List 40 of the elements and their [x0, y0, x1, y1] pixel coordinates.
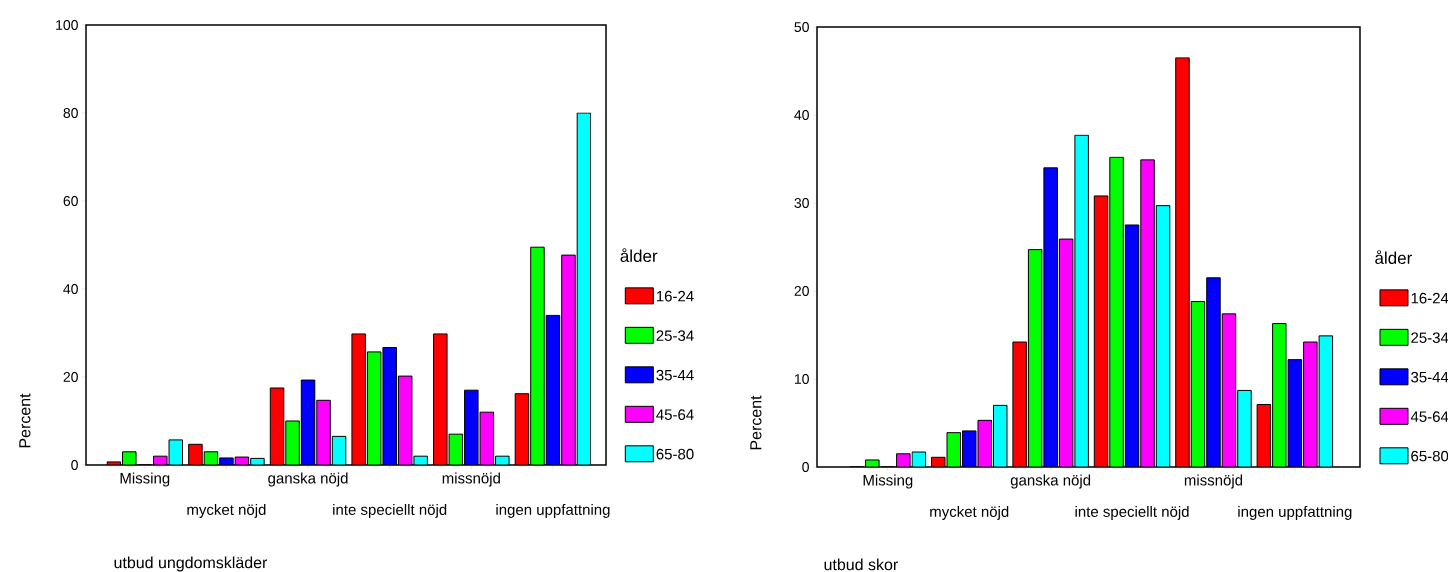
legend-label: 25-34	[1411, 332, 1448, 343]
legend-label: 16-24	[656, 290, 694, 302]
x-tick-label: inte speciellt nöjd	[1075, 505, 1189, 520]
legend-label: 16-24	[1411, 292, 1448, 304]
x-tick-label: Missing	[863, 474, 913, 489]
y-tick-label: 20	[63, 372, 78, 382]
x-tick-label: Missing	[120, 472, 170, 487]
x-tick-label: mycket nöjd	[930, 505, 1009, 520]
x-axis-title: utbud ungdomskläder	[114, 556, 268, 572]
y-axis-title: Percent	[750, 395, 762, 450]
y-tick-label: 0	[802, 462, 809, 472]
x-axis-title: utbud skor	[824, 558, 898, 571]
x-tick-label: mycket nöjd	[187, 503, 266, 518]
x-tick-label: ingen uppfattning	[496, 503, 610, 518]
legend-title: ålder	[1375, 250, 1412, 265]
legend-label: 65-80	[1411, 450, 1448, 462]
x-tick-label: inte speciellt nöjd	[333, 503, 447, 518]
legend-label: 25-34	[656, 330, 694, 341]
y-tick-label: 0	[71, 460, 78, 470]
y-tick-label: 50	[794, 22, 809, 32]
y-tick-label: 10	[794, 374, 809, 384]
x-tick-label: ingen uppfattning	[1238, 505, 1352, 520]
legend-label: 45-64	[1410, 411, 1448, 422]
legend-title: ålder	[620, 248, 658, 263]
y-tick-label: 60	[63, 196, 78, 206]
x-tick-label: ganska nöjd	[268, 472, 348, 487]
legend-label: 65-80	[656, 448, 694, 460]
y-tick-label: 30	[794, 198, 809, 208]
y-tick-label: 20	[794, 286, 809, 296]
legend-label: 45-64	[656, 409, 694, 420]
x-tick-label: missnöjd	[1184, 474, 1243, 489]
x-tick-label: ganska nöjd	[1010, 474, 1091, 489]
legend-label: 35-44	[656, 369, 694, 381]
y-axis-title: Percent	[19, 393, 31, 448]
y-tick-label: 40	[63, 284, 78, 294]
y-tick-label: 80	[63, 108, 78, 118]
y-tick-label: 40	[794, 110, 809, 120]
y-tick-label: 100	[56, 20, 78, 30]
x-tick-label: missnöjd	[442, 472, 500, 487]
legend-label: 35-44	[1411, 371, 1448, 383]
